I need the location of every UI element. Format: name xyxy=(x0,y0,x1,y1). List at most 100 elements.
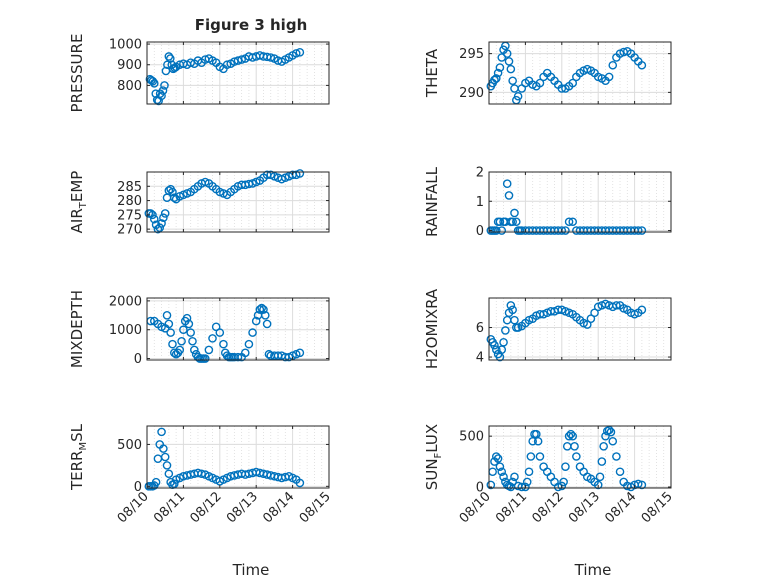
data-point xyxy=(501,326,510,335)
data-point xyxy=(590,308,599,318)
data-point xyxy=(200,354,210,363)
data-point xyxy=(159,444,168,453)
data-series xyxy=(486,41,647,105)
data-point xyxy=(599,442,608,451)
data-point xyxy=(557,481,567,491)
y-tick-label: 1000 xyxy=(109,323,142,338)
data-point xyxy=(168,187,177,197)
data-point xyxy=(612,452,621,461)
data-point xyxy=(215,328,225,337)
data-point xyxy=(157,219,166,228)
data-point xyxy=(510,472,519,482)
data-point xyxy=(508,217,517,227)
data-point xyxy=(188,336,197,346)
data-point xyxy=(572,452,581,461)
data-point xyxy=(222,60,232,70)
data-point xyxy=(182,313,192,323)
data-point xyxy=(160,452,170,462)
data-point xyxy=(604,72,614,82)
data-point xyxy=(561,462,570,471)
y-tick-label: 6 xyxy=(476,321,484,336)
data-point xyxy=(490,75,499,85)
y-axis-label: RAINFALL xyxy=(423,166,441,237)
data-point xyxy=(524,467,534,477)
axes-box xyxy=(146,171,330,233)
data-point xyxy=(169,193,179,203)
data-point xyxy=(160,81,169,90)
data-point xyxy=(508,305,517,315)
y-tick-label: 500 xyxy=(117,438,142,453)
y-axis-label: TERRMSL xyxy=(68,423,89,491)
data-point xyxy=(164,469,174,479)
subplot-pressure: 800 900 1000 PRESSURE xyxy=(68,34,330,112)
data-point xyxy=(295,478,305,488)
subplot-rainfall: 0 1 2 RAINFALL xyxy=(423,166,672,239)
data-point xyxy=(593,480,603,490)
data-point xyxy=(637,480,647,490)
data-point xyxy=(533,436,543,446)
data-point xyxy=(493,454,503,463)
y-tick-label: 0 xyxy=(134,480,142,495)
data-point xyxy=(262,319,272,329)
data-point xyxy=(497,226,507,235)
data-series xyxy=(486,425,647,492)
data-point xyxy=(637,305,647,315)
data-point xyxy=(257,303,266,313)
y-axis-label: SUNFLUX xyxy=(423,424,444,490)
data-point xyxy=(295,48,305,57)
data-point xyxy=(295,169,305,178)
data-point xyxy=(177,336,186,346)
data-series xyxy=(144,427,305,491)
axes-box xyxy=(488,425,672,489)
data-point xyxy=(219,339,228,349)
data-point xyxy=(248,328,257,337)
data-point xyxy=(162,461,172,470)
data-point xyxy=(608,436,618,446)
data-point xyxy=(506,64,516,74)
data-point xyxy=(502,49,512,58)
data-point xyxy=(295,348,305,358)
data-point xyxy=(162,311,172,320)
data-series xyxy=(144,169,305,234)
data-point xyxy=(186,328,195,337)
data-point xyxy=(491,345,501,354)
data-point xyxy=(557,226,567,235)
data-point xyxy=(526,452,536,461)
data-series xyxy=(145,48,305,106)
data-point xyxy=(157,91,166,101)
data-point xyxy=(608,60,618,70)
subplot-mixdepth: 0 1000 2000 MIXDEPTH xyxy=(68,290,330,368)
y-tick-label: 0 xyxy=(476,480,484,495)
data-point xyxy=(240,348,250,358)
data-point xyxy=(160,209,170,218)
y-axis-label: THETA xyxy=(423,48,441,98)
data-point xyxy=(149,214,159,224)
y-tick-label: 0 xyxy=(476,224,484,239)
y-axis-label: AIRTEMP xyxy=(68,171,89,234)
y-tick-label: 275 xyxy=(117,208,142,223)
data-point xyxy=(535,452,545,461)
data-point xyxy=(168,339,177,349)
data-point xyxy=(491,452,501,461)
data-point xyxy=(164,319,174,329)
data-point xyxy=(148,76,158,86)
plot-area xyxy=(489,42,671,104)
data-point xyxy=(155,223,165,233)
data-point xyxy=(255,305,265,314)
data-point xyxy=(559,477,568,487)
data-point xyxy=(251,316,261,326)
data-point xyxy=(495,462,505,471)
y-axis-label: H2OMIXRA xyxy=(423,288,441,369)
data-point xyxy=(164,52,174,61)
y-tick-label: 295 xyxy=(459,47,484,62)
y-axis-label: MIXDEPTH xyxy=(68,290,86,368)
data-point xyxy=(169,479,179,489)
data-point xyxy=(568,431,578,441)
data-point xyxy=(175,345,185,355)
plot-area xyxy=(147,42,329,104)
data-point xyxy=(497,467,507,477)
data-series xyxy=(486,299,647,362)
data-point xyxy=(557,84,567,93)
data-point xyxy=(158,86,168,95)
